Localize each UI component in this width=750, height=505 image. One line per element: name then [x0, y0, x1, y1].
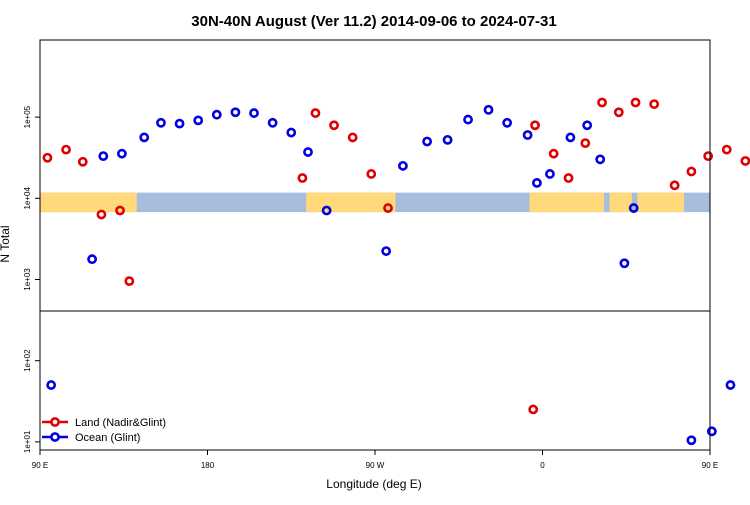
- ocean-point: [87, 254, 98, 265]
- land-point: [383, 203, 393, 213]
- ocean-point: [463, 114, 473, 125]
- x-tick-label: 90 E: [32, 461, 48, 470]
- x-tick-label: 180: [201, 461, 215, 470]
- map-land-segment: [529, 192, 604, 213]
- land-point: [740, 156, 750, 166]
- land-point: [669, 180, 680, 191]
- ocean-point: [230, 107, 241, 118]
- ocean-point: [582, 120, 593, 131]
- y-tick-label: 1e+04: [23, 187, 32, 210]
- x-tick-label: 90 E: [702, 461, 718, 470]
- ocean-point: [619, 258, 630, 269]
- x-axis: 90 E 180 90 W 0 90 E: [32, 450, 718, 470]
- ocean-point: [139, 132, 150, 143]
- map-land-segment: [40, 192, 137, 213]
- ocean-point: [381, 246, 392, 256]
- legend: Land (Nadir&Glint) Ocean (Glint): [42, 417, 166, 444]
- ocean-point: [286, 127, 297, 138]
- land-point: [310, 108, 321, 118]
- ocean-point: [116, 148, 127, 159]
- ocean-point: [545, 169, 555, 179]
- ocean-point: [46, 380, 57, 390]
- map-land-segment: [637, 192, 684, 213]
- land-point: [528, 404, 539, 415]
- land-point: [61, 144, 71, 155]
- map-land-segment: [609, 192, 632, 213]
- ocean-point: [193, 115, 204, 126]
- land-point: [42, 152, 53, 163]
- ocean-point: [595, 154, 606, 165]
- land-point: [563, 173, 574, 183]
- ocean-point: [398, 160, 408, 171]
- ocean-point: [174, 118, 185, 129]
- land-point: [115, 205, 125, 216]
- y-axis: 1e+05 1e+04 1e+03 1e+02 1e+01: [23, 105, 40, 453]
- ocean-point: [628, 203, 639, 213]
- land-point: [686, 166, 697, 177]
- ocean-point: [267, 117, 278, 128]
- y-tick-label: 1e+02: [23, 349, 32, 372]
- land-point: [597, 97, 607, 108]
- y-axis-label: N Total: [0, 225, 12, 262]
- land-point: [630, 97, 641, 108]
- land-point: [548, 148, 559, 159]
- x-tick-label: 0: [540, 461, 545, 470]
- ocean-point: [321, 205, 332, 216]
- land-point: [329, 120, 339, 131]
- ocean-point: [422, 136, 433, 147]
- land-point: [347, 132, 358, 143]
- map-land-segment: [306, 192, 396, 213]
- map-background-band: [40, 192, 710, 213]
- ocean-point: [483, 104, 494, 115]
- ocean-point: [156, 117, 166, 128]
- legend-marker: [50, 432, 60, 442]
- x-tick-label: 90 W: [366, 461, 385, 470]
- x-axis-label: Longitude (deg E): [326, 477, 421, 491]
- legend-label: Land (Nadir&Glint): [75, 417, 166, 429]
- land-point: [77, 156, 88, 167]
- ocean-point: [725, 380, 736, 390]
- y-tick-label: 1e+05: [23, 105, 32, 128]
- ocean-point: [211, 109, 222, 120]
- land-point: [721, 144, 732, 155]
- ocean-point: [502, 117, 513, 128]
- y-tick-label: 1e+01: [23, 430, 32, 453]
- ocean-point: [303, 147, 313, 157]
- land-point: [124, 276, 135, 287]
- legend-marker: [50, 417, 60, 427]
- land-point: [613, 107, 624, 118]
- ocean-point: [686, 435, 697, 446]
- ocean-point: [442, 134, 453, 145]
- land-point: [297, 173, 308, 183]
- land-point: [703, 151, 714, 161]
- y-tick-label: 1e+03: [23, 268, 32, 291]
- ocean-point: [522, 130, 533, 140]
- ocean-point: [565, 132, 576, 143]
- legend-label: Ocean (Glint): [75, 432, 140, 444]
- chart-title: 30N-40N August (Ver 11.2) 2014-09-06 to …: [191, 13, 556, 30]
- data-points: [42, 97, 750, 446]
- land-point: [96, 209, 107, 220]
- ocean-point: [532, 177, 542, 188]
- land-point: [580, 138, 591, 149]
- ocean-point: [249, 108, 259, 118]
- land-point: [530, 120, 540, 131]
- ocean-point: [706, 426, 717, 437]
- plot-frame: [39, 39, 711, 451]
- land-point: [649, 99, 660, 110]
- ocean-point: [98, 151, 109, 161]
- land-point: [366, 169, 377, 179]
